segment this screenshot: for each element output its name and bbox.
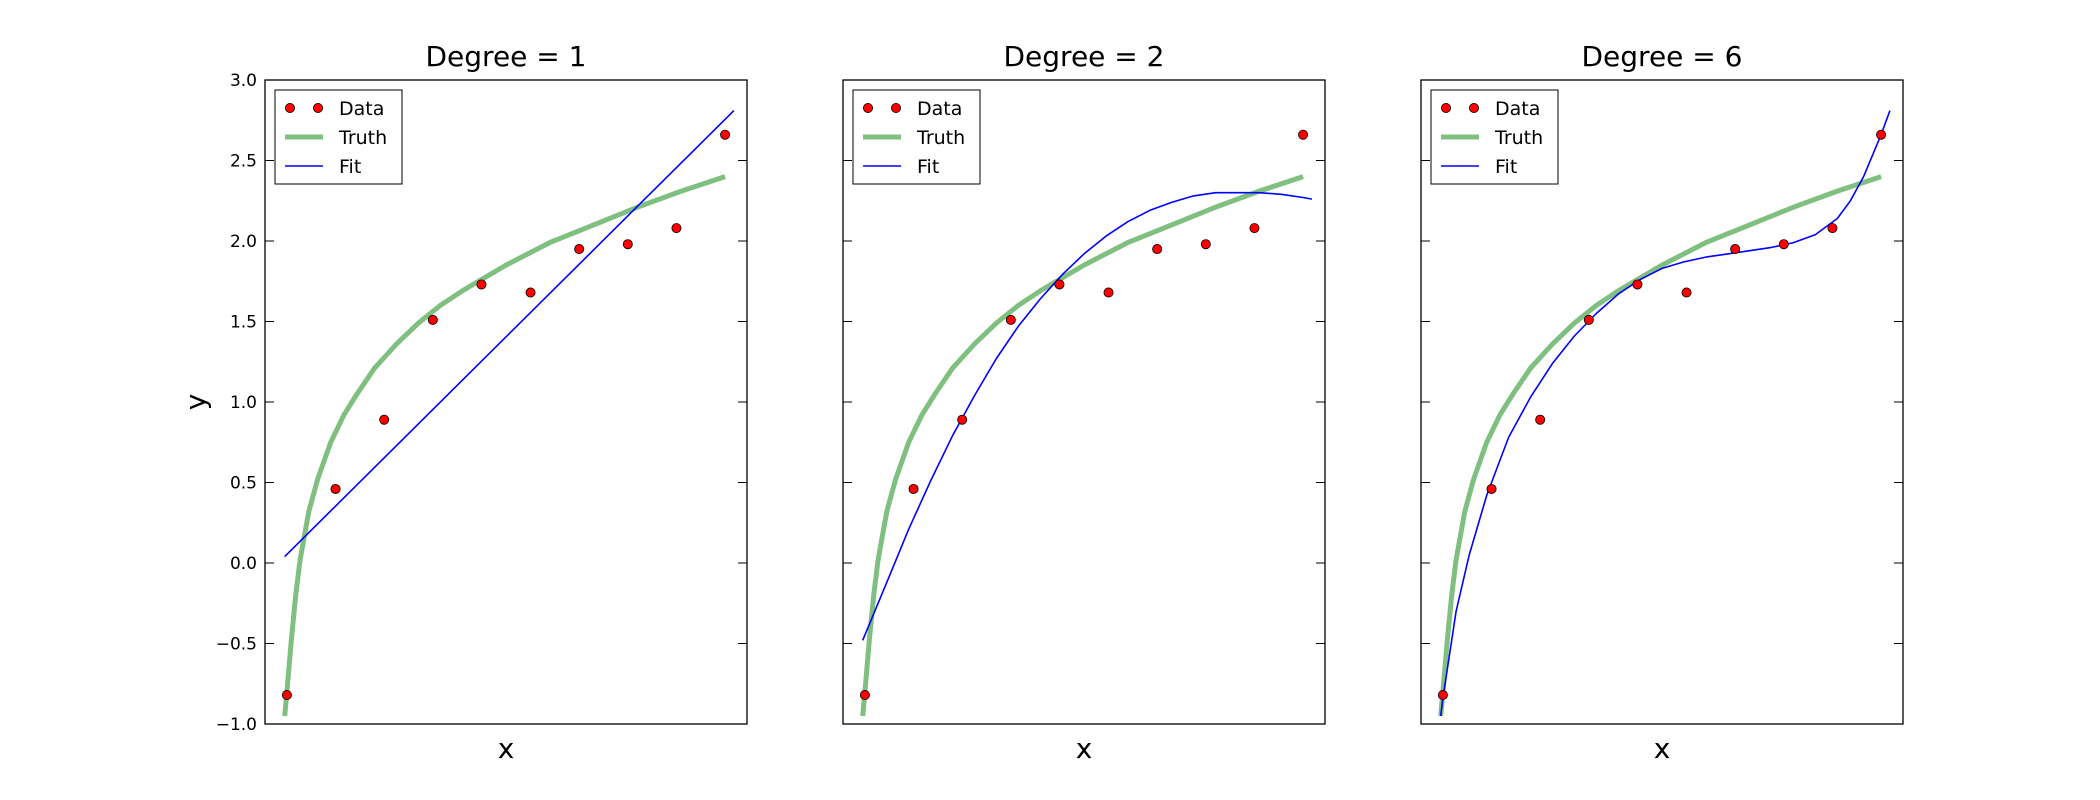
chart-panel-3: Degree = 6 x Data Truth Fit	[1420, 40, 1904, 765]
data-point	[281, 690, 292, 701]
legend: Data Truth Fit	[274, 89, 403, 185]
plot-frame	[264, 79, 748, 725]
y-tick-label: −1.0	[216, 715, 257, 735]
data-point	[720, 129, 731, 140]
x-axis-label: x	[1076, 732, 1093, 765]
fit-line	[1439, 110, 1891, 717]
data-point	[379, 414, 390, 425]
data-point	[1437, 690, 1448, 701]
truth-line	[860, 174, 1304, 717]
data-point	[671, 223, 682, 234]
legend-data-marker	[284, 103, 295, 114]
legend-data-marker	[891, 103, 902, 114]
y-tick-label: 1.0	[230, 393, 257, 413]
data-point	[622, 239, 633, 250]
panel-title: Degree = 1	[426, 40, 587, 73]
legend-label: Truth	[338, 127, 387, 149]
fit-line	[861, 191, 1313, 641]
data-point	[1730, 244, 1741, 255]
data-point	[1005, 314, 1016, 325]
legend-label: Fit	[339, 156, 361, 178]
data-point	[1486, 483, 1497, 494]
data-point	[1535, 414, 1546, 425]
legend-label: Fit	[917, 156, 939, 178]
legend-label: Data	[339, 98, 384, 120]
chart-panel-1: −1.0 −0.5 0.0 0.5 1.0 1.5 2.0 2.5 3.0 Degree = 1 x…	[179, 40, 748, 765]
data-point	[1632, 279, 1643, 290]
legend-data-marker	[863, 103, 874, 114]
data-point	[1827, 223, 1838, 234]
panel-title: Degree = 6	[1582, 40, 1743, 73]
data-point	[1778, 239, 1789, 250]
legend: Data Truth Fit	[1430, 89, 1559, 185]
y-tick-label: 2.0	[230, 232, 257, 252]
legend-label: Data	[1495, 98, 1540, 120]
legend: Data Truth Fit	[852, 89, 981, 185]
data-point	[1583, 314, 1594, 325]
data-point	[859, 690, 870, 701]
legend-label: Truth	[1494, 127, 1543, 149]
legend-label: Data	[917, 98, 962, 120]
y-tick-label: 2.5	[230, 152, 257, 172]
legend-data-marker	[312, 103, 323, 114]
x-axis-label: x	[498, 732, 515, 765]
data-point	[574, 244, 585, 255]
y-tick-label: 0.0	[230, 554, 257, 574]
y-tick-label: 3.0	[230, 71, 257, 91]
panel-title: Degree = 2	[1004, 40, 1165, 73]
data-point	[908, 483, 919, 494]
legend-label: Fit	[1495, 156, 1517, 178]
truth-line	[1438, 174, 1882, 717]
truth-line	[282, 174, 726, 717]
plot-frame	[1420, 79, 1904, 725]
fit-line	[284, 110, 735, 558]
y-tick-label: 1.5	[230, 313, 257, 333]
plot-frame	[842, 79, 1326, 725]
data-point	[1298, 129, 1309, 140]
plot-area	[1438, 110, 1891, 717]
y-axis-label: y	[179, 394, 212, 411]
data-point	[1249, 223, 1260, 234]
chart-panel-2: Degree = 2 x Data Truth Fit	[842, 40, 1326, 765]
plot-area	[860, 174, 1313, 717]
legend-data-marker	[1441, 103, 1452, 114]
data-point	[476, 279, 487, 290]
data-point	[1876, 129, 1887, 140]
data-point	[957, 414, 968, 425]
data-point	[427, 314, 438, 325]
data-point	[525, 287, 536, 298]
legend-label: Truth	[916, 127, 965, 149]
data-point	[1681, 287, 1692, 298]
x-axis-label: x	[1654, 732, 1671, 765]
y-tick-label: 0.5	[230, 474, 257, 494]
y-tick-label: −0.5	[216, 635, 257, 655]
data-point	[1200, 239, 1211, 250]
data-point	[1054, 279, 1065, 290]
data-point	[1152, 244, 1163, 255]
data-point	[330, 483, 341, 494]
legend-data-marker	[1469, 103, 1480, 114]
data-point	[1103, 287, 1114, 298]
plot-area	[282, 110, 735, 717]
